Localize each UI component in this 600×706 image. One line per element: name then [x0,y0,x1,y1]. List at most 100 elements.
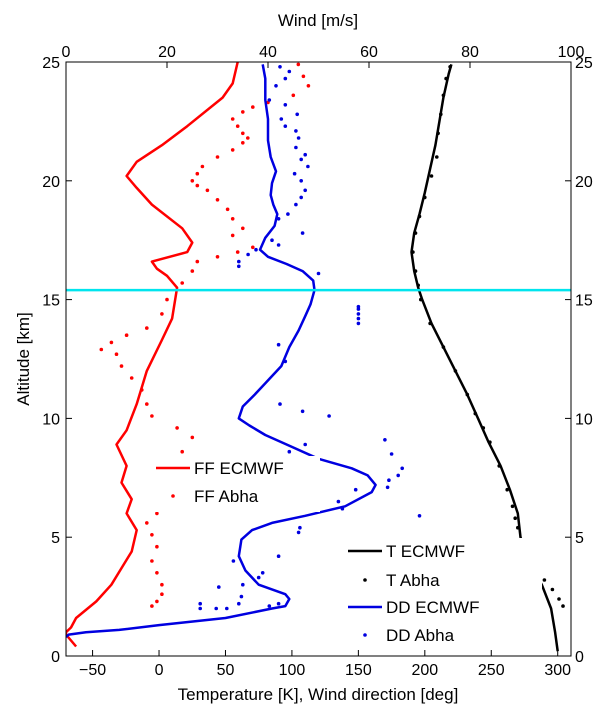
point-t_abha [497,464,502,468]
point-ff_abha [160,582,164,587]
point-dd_abha [300,231,305,235]
point-dd_abha [276,601,281,606]
point-ff_abha [140,388,144,392]
point-ff_abha [235,250,240,254]
point-dd_abha [283,124,288,128]
point-dd_abha [267,604,272,608]
point-dd_abha [336,499,341,504]
point-ff_abha [230,117,235,121]
point-dd_abha [356,304,361,309]
point-dd_abha [287,69,292,74]
point-dd_abha [389,452,394,456]
series-line-dd_ecmwf [66,64,377,638]
point-ff_abha [215,254,220,259]
point-t_abha [481,426,486,430]
point-dd_abha [283,103,288,107]
legend-t-dd-box [342,538,542,650]
bottom-tick-label: 50 [217,662,235,679]
point-t_abha [513,516,517,520]
point-dd_abha [287,449,292,454]
point-dd_abha [276,243,281,247]
point-dd_abha [294,202,298,207]
series-line-ff_ecmwf [66,62,239,648]
point-ff_abha [124,333,129,338]
point-ff_abha [155,544,159,549]
point-ff_abha [230,148,235,152]
point-t_abha [465,392,470,397]
left-tick-label: 5 [51,530,60,547]
point-t_abha [444,76,448,81]
point-ff_abha [215,198,220,202]
point-ff_abha [150,533,154,537]
point-dd_abha [327,414,331,418]
point-t_abha [411,250,415,254]
point-ff_abha [241,131,245,136]
point-dd_abha [283,359,288,364]
point-ff_abha [296,62,301,67]
point-dd_abha [353,487,358,492]
legend-t-ecmwf-label: T ECMWF [386,542,465,561]
point-dd_abha [276,554,281,558]
bottom-tick-label: 300 [544,662,571,679]
point-dd_abha [246,252,250,257]
point-dd_abha [316,271,321,276]
point-ff_abha [160,312,164,316]
point-dd_abha [417,514,422,518]
right-tick-label: 0 [575,649,584,666]
point-t_abha [542,578,547,582]
point-t_abha [429,174,434,178]
point-t_abha [439,112,443,117]
legend-ff: FF ECMWF FF Abha [150,456,320,512]
point-ff_abha [145,521,149,525]
point-t_abha [413,231,418,235]
point-dd_abha [299,179,304,183]
point-t_abha [488,440,492,445]
left-tick-label: 15 [42,293,60,310]
point-ff_abha [180,449,184,454]
point-dd_abha [279,117,284,121]
point-ff_abha [109,340,114,345]
legend-ff-box [150,456,320,512]
point-dd_abha [256,575,261,580]
point-dd_abha [239,594,244,599]
point-t_abha [436,131,440,136]
point-dd_abha [299,195,304,200]
point-ff_abha [150,414,154,418]
point-ff_abha [241,110,245,114]
point-dd_abha [276,342,281,347]
point-t_abha [441,93,446,98]
point-ff_abha [241,226,245,231]
point-ff_abha [190,179,195,183]
point-ff_abha [195,259,200,264]
point-ff_abha [230,233,235,238]
point-ff_abha [195,183,200,188]
point-t_abha [453,369,458,373]
top-tick-label: 0 [62,44,71,61]
left-tick-label: 10 [42,411,60,428]
point-ff_abha [190,269,195,273]
point-dd_abha [270,238,274,242]
top-tick-label: 60 [360,44,378,61]
point-ff_abha [246,136,250,140]
point-dd_abha [267,98,272,102]
point-dd_abha [306,164,310,169]
point-ff_abha [145,402,149,406]
point-dd_abha [294,129,298,133]
legend-ff-abha-label: FF Abha [194,487,259,506]
point-dd_abha [303,152,308,157]
point-ff_abha [241,141,245,145]
point-t_abha [448,65,452,69]
point-dd_abha [303,188,308,193]
point-ff_abha [251,105,255,109]
series-dots-dd_abha [198,65,422,611]
point-dd_abha [198,601,202,606]
point-dd_abha [274,84,278,88]
top-tick-label: 100 [558,44,585,61]
point-ff_abha [145,326,149,330]
point-ff_abha [215,155,220,159]
point-t_abha [473,411,478,416]
point-ff_abha [180,281,184,285]
point-ff_abha [160,592,164,596]
point-dd_abha [217,585,221,589]
point-t_abha [413,269,418,273]
